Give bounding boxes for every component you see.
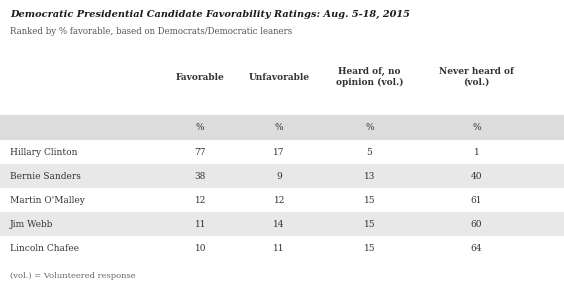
Text: 9: 9	[276, 172, 282, 181]
Text: 15: 15	[364, 244, 375, 253]
Text: %: %	[275, 123, 284, 132]
Text: 40: 40	[471, 172, 482, 181]
Text: 5: 5	[367, 148, 372, 156]
Text: 17: 17	[274, 148, 285, 156]
Bar	[0, 236, 564, 260]
Text: %: %	[365, 123, 374, 132]
Text: 15: 15	[364, 196, 375, 205]
Bar	[0, 188, 564, 212]
Text: 11: 11	[274, 244, 285, 253]
Text: Lincoln Chafee: Lincoln Chafee	[10, 244, 79, 253]
Text: 15: 15	[364, 220, 375, 229]
Text: (vol.) = Volunteered response: (vol.) = Volunteered response	[10, 272, 136, 280]
Text: Heard of, no
opinion (vol.): Heard of, no opinion (vol.)	[336, 67, 403, 87]
Text: 60: 60	[471, 220, 482, 229]
Text: 64: 64	[471, 244, 482, 253]
Text: Ranked by % favorable, based on Democrats/Democratic leaners: Ranked by % favorable, based on Democrat…	[10, 27, 292, 36]
Text: 12: 12	[274, 196, 285, 205]
Text: %: %	[196, 123, 205, 132]
Text: Democratic Presidential Candidate Favorability Ratings: Aug. 5-18, 2015: Democratic Presidential Candidate Favora…	[10, 10, 410, 19]
Text: 13: 13	[364, 172, 375, 181]
Text: Unfavorable: Unfavorable	[249, 73, 310, 82]
Bar	[0, 115, 564, 140]
Text: Martin O'Malley: Martin O'Malley	[10, 196, 85, 205]
Text: 1: 1	[474, 148, 479, 156]
Text: Jim Webb: Jim Webb	[10, 220, 54, 229]
Text: Bernie Sanders: Bernie Sanders	[10, 172, 81, 181]
Bar	[0, 164, 564, 188]
Text: 61: 61	[471, 196, 482, 205]
Text: 38: 38	[195, 172, 206, 181]
Text: Hillary Clinton: Hillary Clinton	[10, 148, 78, 156]
Text: 77: 77	[195, 148, 206, 156]
Text: %: %	[472, 123, 481, 132]
Text: 14: 14	[274, 220, 285, 229]
Text: 12: 12	[195, 196, 206, 205]
Bar	[0, 212, 564, 236]
Text: 11: 11	[195, 220, 206, 229]
Bar	[0, 140, 564, 164]
Text: 10: 10	[195, 244, 206, 253]
Text: Favorable: Favorable	[176, 73, 224, 82]
Text: Never heard of
(vol.): Never heard of (vol.)	[439, 67, 514, 87]
